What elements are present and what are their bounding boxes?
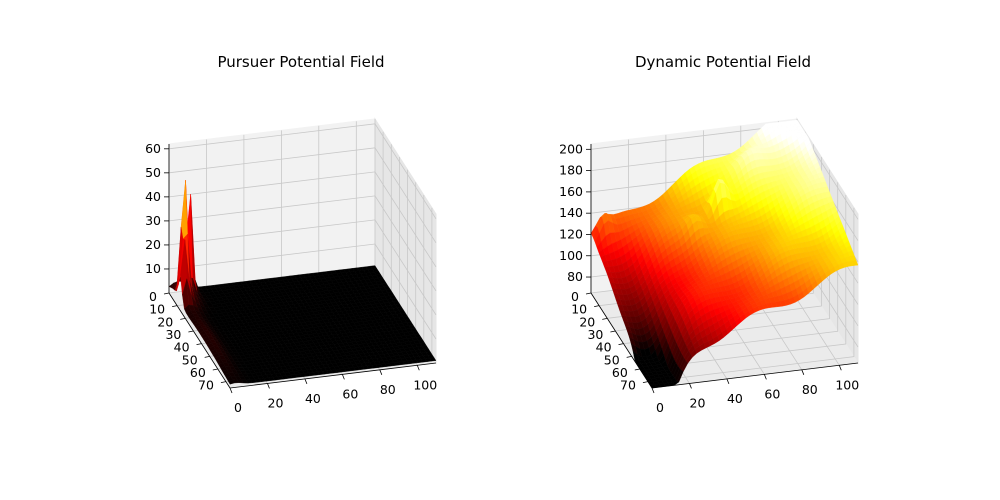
- x-tick: [726, 378, 730, 385]
- y-tick-label: 10: [149, 302, 165, 317]
- surface: [168, 180, 437, 385]
- x-tick-label: 80: [802, 382, 818, 397]
- x-tick-label: 0: [234, 400, 242, 415]
- y-tick: [196, 343, 202, 346]
- y-tick: [618, 343, 624, 346]
- chart-title: Pursuer Potential Field: [217, 53, 384, 71]
- x-tick-label: 40: [727, 391, 743, 406]
- z-tick-label: 60: [145, 141, 161, 156]
- y-tick: [212, 368, 218, 371]
- chart-title: Dynamic Potential Field: [635, 53, 811, 71]
- surface: [590, 119, 859, 389]
- x-tick: [416, 365, 420, 371]
- y-tick: [188, 330, 194, 333]
- x-tick: [379, 369, 383, 375]
- x-tick: [304, 378, 308, 385]
- y-tick: [204, 355, 210, 358]
- y-tick: [172, 305, 178, 308]
- y-tick-label: 0: [149, 289, 157, 304]
- x-tick-label: 60: [342, 386, 358, 401]
- x-tick-label: 100: [835, 377, 859, 392]
- y-tick: [585, 292, 592, 295]
- y-tick: [642, 381, 649, 384]
- x-tick: [229, 387, 233, 394]
- z-tick-label: 10: [145, 261, 161, 276]
- subplot-dynamic-potential-field: Dynamic Potential Field 0 20 40 60 80 1000102…: [559, 53, 859, 415]
- y-tick-label: 60: [190, 365, 206, 380]
- z-tick-label: 200: [559, 141, 583, 156]
- z-tick-label: 160: [559, 184, 583, 199]
- x-tick: [267, 383, 270, 389]
- x-tick-label: 20: [690, 395, 706, 410]
- z-gridline: [168, 147, 437, 244]
- z-tick-label: 50: [145, 165, 161, 180]
- x-tick-label: 60: [764, 386, 780, 401]
- y-tick-label: 40: [174, 340, 190, 355]
- y-tick: [610, 330, 616, 333]
- y-tick-label: 70: [198, 378, 214, 393]
- y-tick-label: 70: [620, 378, 636, 393]
- x-tick: [763, 374, 767, 380]
- y-tick: [163, 292, 170, 295]
- y-tick-label: 30: [165, 327, 181, 342]
- y-tick: [594, 305, 600, 308]
- y-tick-label: 20: [157, 314, 173, 329]
- z-gridline: [168, 171, 437, 268]
- surface-face: [227, 379, 235, 385]
- x-tick: [341, 374, 345, 380]
- y-tick: [180, 317, 186, 320]
- z-gridline: [168, 243, 437, 340]
- x-tick: [801, 369, 805, 375]
- z-tick-label: 100: [559, 248, 583, 263]
- z-gridline: [168, 219, 437, 316]
- z-tick-label: 40: [145, 189, 161, 204]
- x-axis-line: [229, 362, 437, 389]
- x-tick-label: 80: [380, 382, 396, 397]
- z-tick-label: 140: [559, 205, 583, 220]
- x-tick-label: 0: [656, 400, 664, 415]
- x-tick-label: 20: [268, 395, 284, 410]
- z-tick-label: 180: [559, 163, 583, 178]
- x-tick-label: 100: [413, 377, 437, 392]
- z-gridline: [168, 195, 437, 292]
- y-tick: [602, 317, 608, 320]
- y-tick: [626, 355, 632, 358]
- x-tick: [838, 365, 842, 371]
- z-tick-label: 30: [145, 213, 161, 228]
- z-tick-label: 80: [567, 269, 583, 284]
- z-gridline: [168, 123, 437, 220]
- x-tick: [689, 383, 692, 389]
- x-tick-label: 40: [305, 391, 321, 406]
- z-tick-label: 120: [559, 226, 583, 241]
- y-axis-line: [168, 292, 231, 389]
- z-tick-label: 20: [145, 237, 161, 252]
- y-tick: [634, 368, 640, 371]
- x-tick: [651, 387, 655, 394]
- y-tick-label: 50: [182, 352, 198, 367]
- subplot-pursuer-potential-field: Pursuer Potential Field 0 20 40 60 80 1000102…: [145, 53, 437, 415]
- y-tick: [220, 381, 227, 384]
